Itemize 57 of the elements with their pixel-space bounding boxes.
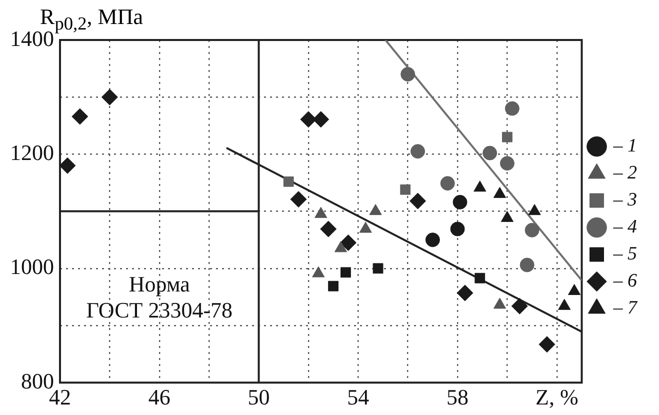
point <box>320 220 337 238</box>
point <box>340 234 356 251</box>
point <box>528 204 541 216</box>
point <box>101 88 118 106</box>
point <box>524 222 540 238</box>
point <box>440 176 455 191</box>
point <box>474 180 486 192</box>
legend-label: – 5 <box>612 244 637 264</box>
point <box>538 336 556 353</box>
y-tick-label: 1200 <box>10 140 54 165</box>
point <box>425 232 440 248</box>
x-tick-label: 54 <box>347 384 370 410</box>
point <box>511 298 528 314</box>
y-tick-label: 1000 <box>10 254 54 280</box>
point <box>312 111 330 128</box>
x-tick-label: 58 <box>446 384 469 410</box>
point <box>328 280 338 292</box>
legend-label: – 2 <box>612 162 638 184</box>
point <box>60 157 76 174</box>
point <box>283 176 294 187</box>
legend-label: – 6 <box>612 270 638 292</box>
point <box>450 222 465 236</box>
point <box>72 108 88 125</box>
point <box>456 284 474 302</box>
annotation: Норма ГОСТ 23304-78 <box>86 272 233 323</box>
point <box>410 192 426 210</box>
legend-label: – 3 <box>612 190 637 210</box>
x-tick-label: 50 <box>248 384 270 410</box>
point <box>493 298 506 309</box>
x-tick-label: 46 <box>148 384 170 410</box>
point <box>452 194 468 210</box>
x-tick-label: Z, % <box>536 384 578 410</box>
point <box>334 241 348 252</box>
point <box>400 184 411 195</box>
point <box>500 210 514 222</box>
point <box>340 267 351 278</box>
y-tick-label: 800 <box>21 368 54 394</box>
point <box>312 266 325 278</box>
legend-label: – 7 <box>612 298 638 318</box>
point <box>558 298 571 310</box>
point <box>520 258 534 272</box>
point <box>410 144 426 159</box>
point <box>474 272 486 284</box>
legend-label: – 4 <box>612 216 638 238</box>
legend-label: – 1 <box>612 136 637 156</box>
point <box>300 111 317 128</box>
point <box>290 191 307 208</box>
point <box>504 101 520 116</box>
point <box>359 222 372 233</box>
point <box>500 156 514 171</box>
point <box>502 132 512 142</box>
point <box>568 284 581 295</box>
y-tick-label: 1400 <box>10 26 54 51</box>
point <box>482 146 498 160</box>
point <box>372 263 384 274</box>
point <box>369 204 382 216</box>
point <box>400 67 416 82</box>
